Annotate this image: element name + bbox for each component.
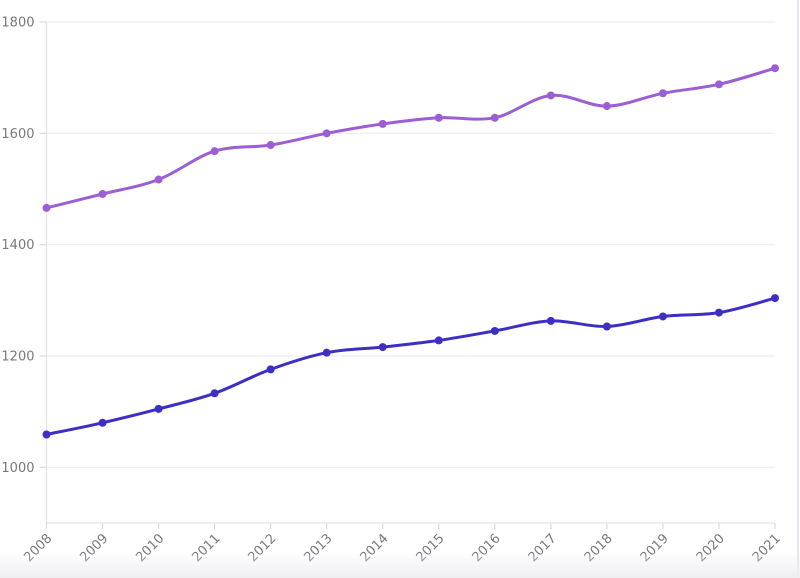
x-axis-label: 2020: [694, 531, 728, 565]
x-axis-label: 2012: [245, 531, 279, 565]
upper-purple-series-point: [378, 119, 387, 128]
x-axis-label: 2018: [582, 531, 616, 565]
y-axis-label: 1200: [1, 350, 34, 365]
y-axis-label: 1000: [1, 461, 34, 476]
upper-purple-series-line: [45, 66, 777, 210]
upper-purple-series-point: [322, 129, 331, 138]
lower-indigo-series-point: [42, 430, 51, 439]
upper-purple-series-point: [434, 113, 443, 122]
upper-purple-series-point: [154, 175, 163, 184]
x-axis-label: 2015: [414, 531, 448, 565]
y-axis-label: 1400: [1, 238, 34, 253]
lower-indigo-series-point: [266, 365, 275, 374]
lower-indigo-series-point: [154, 404, 163, 413]
lower-indigo-series-point: [602, 322, 611, 331]
lower-indigo-series-point: [546, 316, 555, 325]
x-axis-label: 2011: [189, 531, 223, 565]
upper-purple-series-point: [546, 91, 555, 100]
x-axis-label: 2010: [133, 531, 167, 565]
upper-purple-series-point: [714, 80, 723, 89]
upper-purple-series-point: [266, 141, 275, 150]
lower-indigo-series-point: [322, 348, 331, 357]
x-axis-label: 2017: [526, 531, 560, 565]
x-axis-label: 2014: [358, 531, 392, 565]
lower-indigo-series-point: [378, 343, 387, 352]
upper-purple-series-point: [42, 203, 51, 212]
upper-purple-series-point: [98, 190, 107, 199]
lower-indigo-series-point: [434, 336, 443, 345]
upper-purple-series-point: [602, 102, 611, 111]
x-axis-label: 2013: [302, 531, 336, 565]
x-axis-label: 2008: [21, 531, 55, 565]
x-axis-label: 2009: [77, 531, 111, 565]
y-axis-label: 1800: [1, 16, 34, 31]
lower-indigo-series-point: [771, 294, 779, 303]
panel-right-border: [797, 0, 799, 578]
y-axis-label: 1600: [1, 127, 34, 142]
lower-indigo-series-line: [45, 296, 777, 436]
x-axis-label: 2021: [750, 531, 784, 565]
lower-indigo-series-point: [98, 418, 107, 427]
lower-indigo-series-point: [490, 326, 499, 335]
x-axis-label: 2019: [638, 531, 672, 565]
upper-purple-series-point: [490, 113, 499, 122]
lower-indigo-series-point: [210, 389, 219, 398]
upper-purple-series-point: [658, 89, 667, 98]
upper-purple-series-point: [210, 147, 219, 156]
upper-purple-series-point: [771, 64, 779, 73]
lower-indigo-series-point: [658, 312, 667, 321]
lower-indigo-series-point: [714, 308, 723, 317]
x-axis-label: 2016: [470, 531, 504, 565]
